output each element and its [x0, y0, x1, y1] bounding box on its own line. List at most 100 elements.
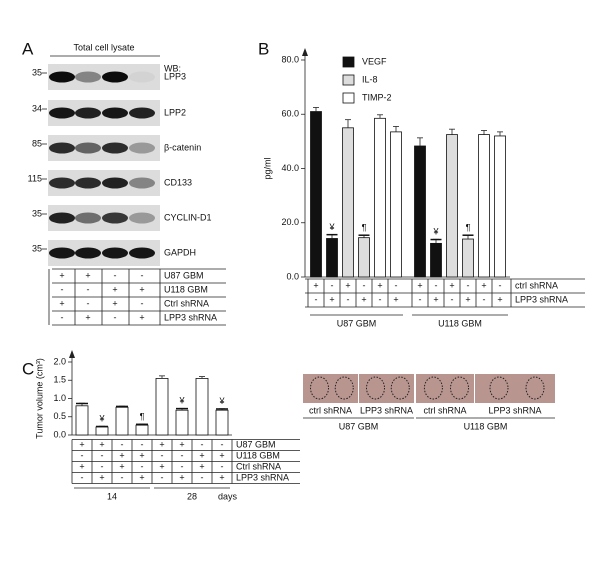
table-cell: - [141, 298, 144, 308]
table-cell: - [331, 280, 334, 290]
table-cell: + [449, 280, 454, 290]
table-cell: + [219, 472, 224, 482]
blot-label: CYCLIN-D1 [164, 212, 212, 222]
table-cell: + [119, 461, 124, 471]
blot-band [75, 212, 101, 224]
table-cell: - [61, 284, 64, 294]
blot-band [49, 212, 75, 224]
bar [326, 238, 338, 278]
group-label: 28 [187, 491, 197, 501]
blot-band [129, 247, 155, 259]
blot-band [75, 142, 101, 154]
bar [115, 406, 129, 436]
group-label: U87 GBM [337, 318, 377, 328]
table-cell: - [141, 270, 144, 280]
table-cell: + [159, 461, 164, 471]
error-cap-fill [176, 407, 188, 410]
table-cell: - [379, 294, 382, 304]
table-cell: - [61, 312, 64, 322]
table-row-label: ctrl shRNA [515, 280, 558, 290]
bar [195, 378, 209, 436]
table-cell: + [139, 472, 144, 482]
table-cell: + [361, 294, 366, 304]
table-row-label: LPP3 shRNA [515, 294, 568, 304]
table-cell: - [347, 294, 350, 304]
blot-band [49, 71, 75, 83]
table-cell: + [313, 280, 318, 290]
table-cell: + [199, 461, 204, 471]
table-cell: + [481, 280, 486, 290]
panel-label: A [22, 39, 34, 58]
table-cell: - [201, 472, 204, 482]
table-cell: - [121, 439, 124, 449]
y-tick-label: 40.0 [281, 163, 299, 173]
bar [494, 135, 506, 278]
mw-marker: 85 [32, 138, 42, 148]
table-cell: - [101, 450, 104, 460]
table-cell: + [99, 472, 104, 482]
blot-label: β-catenin [164, 142, 201, 152]
mw-marker: 35 [32, 243, 42, 253]
group-label: U118 GBM [438, 318, 482, 328]
legend-swatch [342, 92, 355, 104]
table-cell: + [179, 439, 184, 449]
legend-swatch [342, 56, 355, 68]
blot-band [49, 107, 75, 119]
tumor-outline [390, 376, 410, 400]
table-cell: - [81, 450, 84, 460]
table-cell: + [79, 461, 84, 471]
table-row-label: Ctrl shRNA [236, 461, 281, 471]
table-cell: + [139, 284, 144, 294]
table-cell: + [79, 439, 84, 449]
table-cell: - [395, 280, 398, 290]
table-cell: + [85, 312, 90, 322]
mw-marker: 115 [28, 173, 42, 183]
y-tick-label: 60.0 [281, 109, 299, 119]
blot-band [49, 247, 75, 259]
table-cell: - [419, 294, 422, 304]
table-cell: - [141, 461, 144, 471]
blot-band [102, 142, 128, 154]
bar [215, 409, 229, 436]
bar [95, 426, 109, 436]
table-cell: + [219, 450, 224, 460]
legend-label: VEGF [362, 56, 387, 66]
table-cell: + [159, 439, 164, 449]
table-cell: + [465, 294, 470, 304]
bar [342, 127, 354, 278]
group-label: U87 GBM [339, 421, 379, 431]
table-cell: + [139, 450, 144, 460]
bar [374, 117, 386, 278]
tumor-outline [489, 376, 509, 400]
blot-label: GAPDH [164, 247, 196, 257]
table-cell: - [114, 270, 117, 280]
table-cell: - [363, 280, 366, 290]
blot-band [102, 71, 128, 83]
table-cell: - [451, 294, 454, 304]
bar [175, 409, 189, 436]
mw-marker: 35 [32, 67, 42, 77]
blot-band [129, 71, 155, 83]
table-cell: - [81, 472, 84, 482]
mw-marker: 34 [32, 103, 42, 113]
table-cell: + [99, 439, 104, 449]
image-label: LPP3 shRNA [488, 405, 541, 415]
tumor-outline [423, 376, 443, 400]
blot-band [102, 177, 128, 189]
table-cell: + [393, 294, 398, 304]
tumor-outline [334, 376, 354, 400]
significance-mark: ¶ [362, 222, 367, 232]
blot-band [75, 247, 101, 259]
blot-band [49, 142, 75, 154]
y-tick-label: 0.0 [286, 271, 299, 281]
table-row-label: U118 GBM [236, 450, 280, 460]
table-cell: + [433, 294, 438, 304]
image-label: LPP3 shRNA [360, 405, 413, 415]
mw-marker: 35 [32, 208, 42, 218]
table-cell: + [85, 270, 90, 280]
y-tick-label: 20.0 [281, 217, 299, 227]
table-cell: + [345, 280, 350, 290]
panel-label: B [258, 39, 269, 58]
table-cell: + [329, 294, 334, 304]
table-cell: - [101, 461, 104, 471]
